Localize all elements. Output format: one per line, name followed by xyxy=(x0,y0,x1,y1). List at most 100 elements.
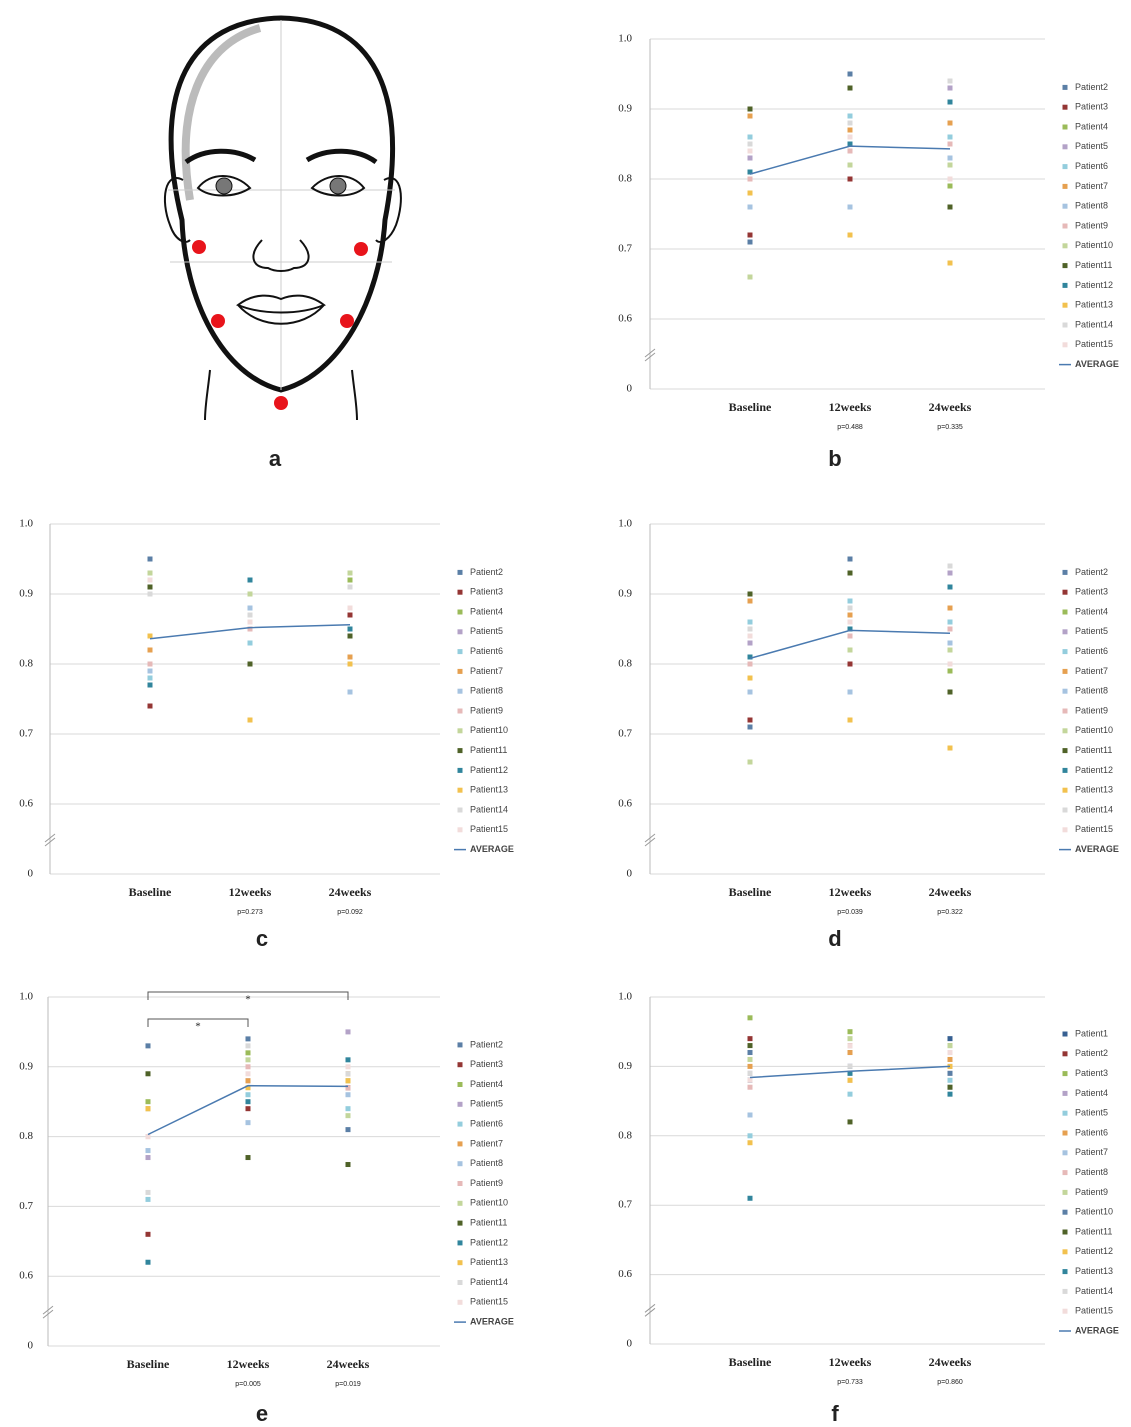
p-value-label: p=0.273 xyxy=(237,909,263,916)
legend-swatch xyxy=(458,1161,463,1166)
legend-swatch xyxy=(1063,303,1068,308)
data-point xyxy=(748,718,753,723)
data-point xyxy=(346,1092,351,1097)
data-point xyxy=(948,690,953,695)
data-point xyxy=(346,1127,351,1132)
data-point xyxy=(748,627,753,632)
legend-label: Patient10 xyxy=(470,725,508,735)
x-tick-label: 24weeks xyxy=(329,885,372,899)
legend-label: Patient9 xyxy=(1075,220,1108,230)
legend-swatch xyxy=(458,788,463,793)
legend-label: Patient11 xyxy=(1075,260,1112,270)
legend-label: Patient10 xyxy=(1075,1207,1113,1217)
legend-label: Patient11 xyxy=(470,745,507,755)
data-point xyxy=(948,585,953,590)
data-point xyxy=(848,177,853,182)
legend-label: Patient14 xyxy=(470,1277,508,1287)
data-point xyxy=(848,557,853,562)
data-point xyxy=(146,1099,151,1104)
legend-label: AVERAGE xyxy=(470,844,514,854)
x-tick-label: Baseline xyxy=(729,885,772,899)
legend-label: Patient3 xyxy=(470,1059,503,1069)
legend-swatch xyxy=(458,1260,463,1265)
data-point xyxy=(346,1106,351,1111)
data-point xyxy=(848,1029,853,1034)
legend-swatch xyxy=(458,649,463,654)
legend-swatch xyxy=(1063,1190,1068,1195)
legend-label: Patient12 xyxy=(470,1237,508,1247)
data-point xyxy=(748,205,753,210)
y-tick-label: 1.0 xyxy=(618,991,632,1003)
data-point xyxy=(948,669,953,674)
p-value-label: p=0.488 xyxy=(837,424,863,431)
data-point xyxy=(948,620,953,625)
panel-label: e xyxy=(256,1401,268,1426)
data-point xyxy=(348,585,353,590)
eyebrow-right xyxy=(307,151,376,162)
data-point xyxy=(248,578,253,583)
y-tick-label: 0 xyxy=(28,1340,34,1352)
data-point xyxy=(948,627,953,632)
legend-swatch xyxy=(1063,342,1068,347)
legend-label: Patient2 xyxy=(1075,82,1108,92)
data-point xyxy=(246,1043,251,1048)
legend-label: Patient8 xyxy=(470,686,503,696)
data-point xyxy=(748,1050,753,1055)
data-point xyxy=(948,1057,953,1062)
legend-label: Patient4 xyxy=(1075,1088,1108,1098)
data-point xyxy=(346,1057,351,1062)
legend-label: Patient4 xyxy=(470,606,503,616)
legend-label: Patient8 xyxy=(1075,201,1108,211)
legend-label: Patient8 xyxy=(1075,686,1108,696)
legend-swatch xyxy=(1063,709,1068,714)
data-point xyxy=(248,592,253,597)
measure-point xyxy=(192,240,206,254)
legend-swatch xyxy=(1063,1210,1068,1215)
legend-label: Patient13 xyxy=(1075,785,1113,795)
legend-label: Patient12 xyxy=(470,765,508,775)
data-point xyxy=(348,606,353,611)
legend-swatch xyxy=(1063,85,1068,90)
legend-swatch xyxy=(1063,263,1068,268)
data-point xyxy=(848,613,853,618)
legend-label: Patient5 xyxy=(1075,1108,1108,1118)
legend-swatch xyxy=(458,1221,463,1226)
legend-label: AVERAGE xyxy=(1075,1325,1119,1335)
data-point xyxy=(148,704,153,709)
data-point xyxy=(948,163,953,168)
legend-label: Patient2 xyxy=(1075,567,1108,577)
legend-label: Patient14 xyxy=(1075,319,1113,329)
legend-label: Patient2 xyxy=(470,1039,503,1049)
legend-swatch xyxy=(458,629,463,634)
data-point xyxy=(146,1071,151,1076)
data-point xyxy=(148,578,153,583)
data-point xyxy=(146,1190,151,1195)
y-tick-label: 0.8 xyxy=(618,173,632,185)
legend-label: Patient7 xyxy=(1075,181,1108,191)
legend-swatch xyxy=(458,768,463,773)
data-point xyxy=(848,1078,853,1083)
neck-left xyxy=(205,370,210,420)
legend-swatch xyxy=(1063,669,1068,674)
data-point xyxy=(148,634,153,639)
legend-label: Patient7 xyxy=(470,666,503,676)
legend-swatch xyxy=(1063,125,1068,130)
data-point xyxy=(848,1092,853,1097)
data-point xyxy=(848,121,853,126)
legend-swatch xyxy=(458,1181,463,1186)
p-value-label: p=0.860 xyxy=(937,1379,963,1386)
data-point xyxy=(146,1106,151,1111)
legend-swatch xyxy=(1063,570,1068,575)
legend-swatch xyxy=(458,1280,463,1285)
data-point xyxy=(146,1232,151,1237)
legend-label: Patient1 xyxy=(1075,1028,1108,1038)
data-point xyxy=(848,1050,853,1055)
legend-label: Patient6 xyxy=(470,646,503,656)
data-point xyxy=(146,1043,151,1048)
legend-swatch xyxy=(1063,1249,1068,1254)
x-tick-label: 12weeks xyxy=(229,885,272,899)
y-tick-label: 0.6 xyxy=(618,313,632,325)
y-tick-label: 0.7 xyxy=(618,243,632,255)
data-point xyxy=(346,1162,351,1167)
legend-swatch xyxy=(1063,649,1068,654)
